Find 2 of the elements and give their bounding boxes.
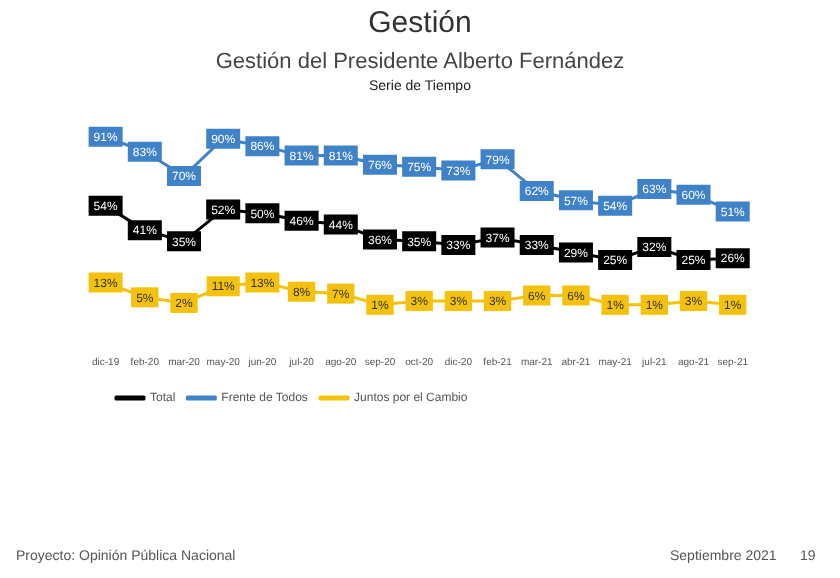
chart-title: Gestión del Presidente Alberto Fernández [213, 50, 627, 74]
text: Gestión [366, 6, 474, 40]
